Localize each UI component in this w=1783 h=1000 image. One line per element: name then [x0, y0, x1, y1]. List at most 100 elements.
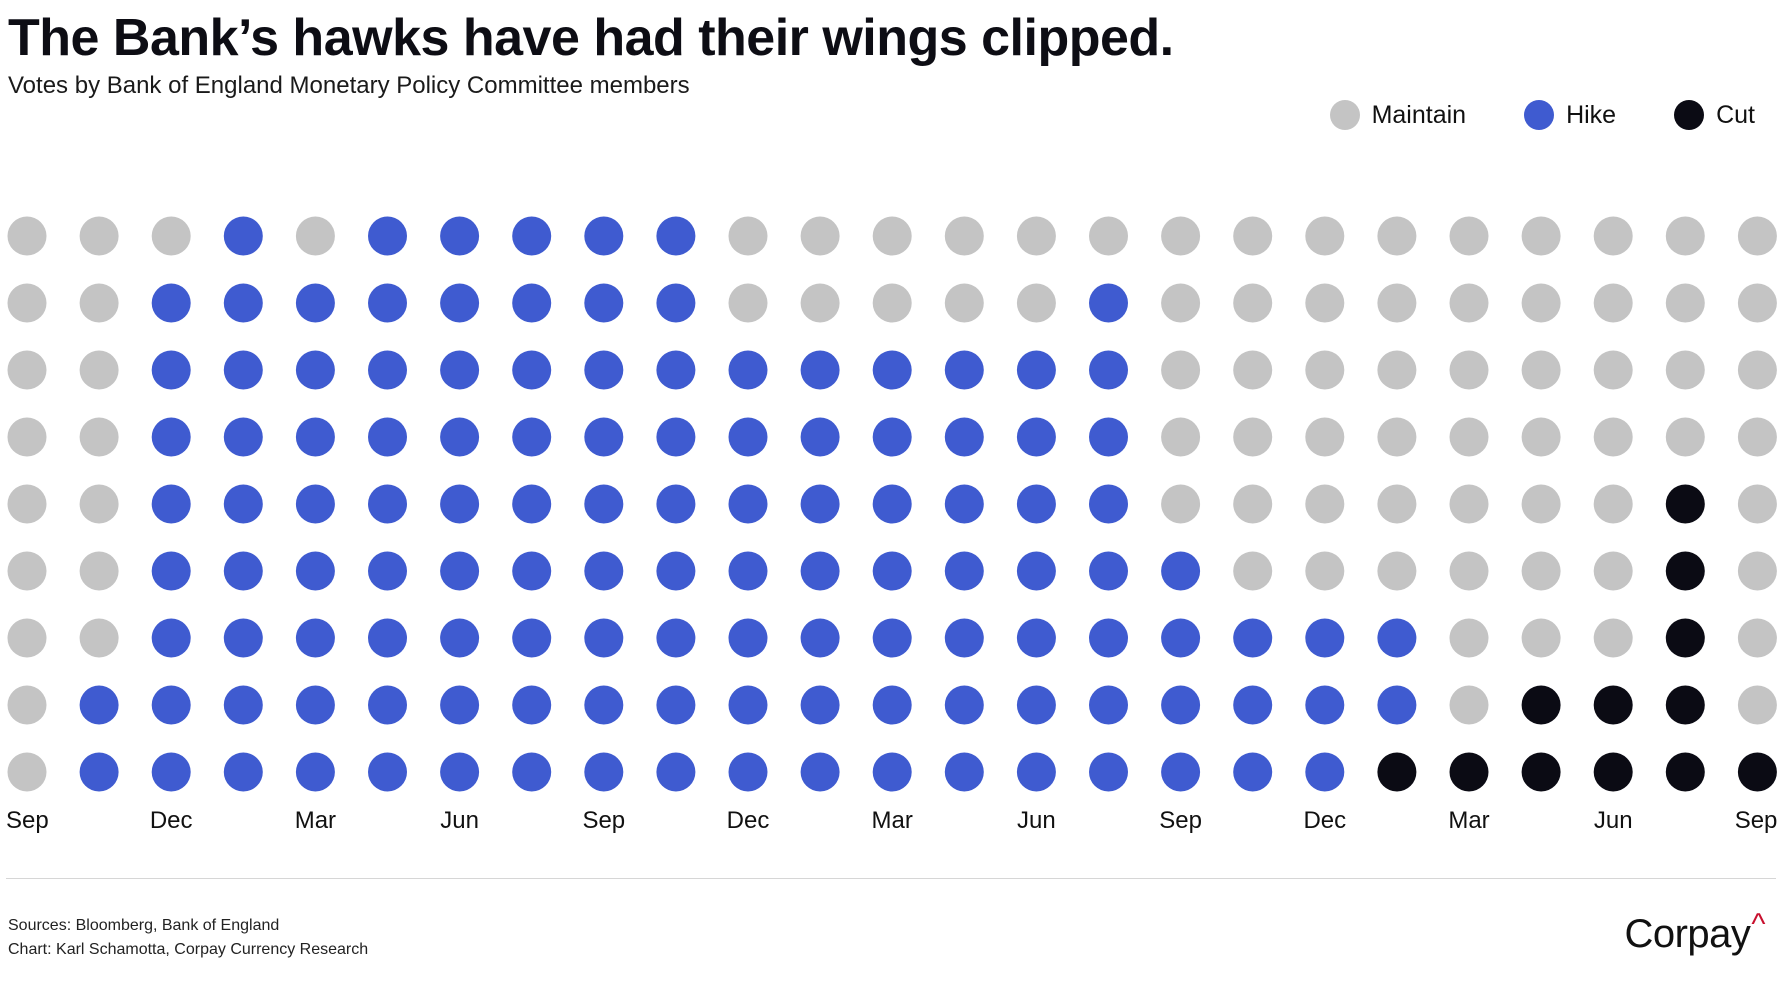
logo-caret: ^: [1751, 908, 1765, 941]
vote-dot-hike: [368, 685, 407, 725]
vote-dot-maintain: [1377, 283, 1417, 323]
vote-dot-hike: [151, 551, 191, 591]
vote-dot-maintain: [1449, 685, 1489, 725]
vote-dot-hike: [656, 417, 696, 457]
vote-dot-hike: [800, 350, 840, 390]
vote-dot-hike: [1016, 752, 1056, 792]
vote-dot-hike: [368, 551, 407, 591]
vote-dot-hike: [512, 283, 552, 323]
vote-dot-hike: [584, 618, 624, 658]
vote-dot-maintain: [1305, 350, 1345, 390]
vote-dot-maintain: [1665, 283, 1705, 323]
vote-dot-hike: [368, 752, 407, 792]
x-tick-label: Dec: [150, 807, 193, 834]
x-tick-label: Sep: [1735, 807, 1778, 834]
vote-dot-hike: [872, 752, 912, 792]
vote-dot-hike: [512, 752, 552, 792]
vote-dot-hike: [440, 350, 480, 390]
vote-dot-hike: [223, 216, 263, 256]
vote-dot-hike: [728, 417, 768, 457]
legend: Maintain Hike Cut: [1272, 100, 1755, 130]
vote-dot-hike: [295, 551, 335, 591]
vote-dot-maintain: [7, 417, 47, 457]
vote-dot-maintain: [79, 350, 119, 390]
vote-dot-maintain: [7, 752, 47, 792]
x-tick-label: Sep: [6, 807, 49, 834]
vote-dot-hike: [1016, 484, 1056, 524]
vote-dot-hike: [944, 417, 984, 457]
vote-dot-hike: [800, 551, 840, 591]
vote-dot-hike: [295, 350, 335, 390]
vote-dot-hike: [944, 350, 984, 390]
vote-dot-maintain: [1305, 484, 1345, 524]
vote-dot-hike: [223, 417, 263, 457]
vote-dot-maintain: [1665, 350, 1705, 390]
vote-dot-hike: [440, 283, 480, 323]
vote-dot-maintain: [1593, 350, 1633, 390]
vote-dot-maintain: [79, 417, 119, 457]
vote-dot-maintain: [1593, 618, 1633, 658]
vote-dot-maintain: [7, 551, 47, 591]
vote-dot-hike: [1161, 752, 1201, 792]
vote-dot-hike: [1305, 618, 1345, 658]
x-tick-label: Sep: [1159, 807, 1202, 834]
vote-dot-maintain: [1377, 417, 1417, 457]
vote-dot-hike: [872, 484, 912, 524]
vote-dot-hike: [728, 752, 768, 792]
vote-dot-maintain: [1665, 417, 1705, 457]
vote-dot-maintain: [1737, 551, 1777, 591]
dot-matrix-chart: Sep Dec Mar Jun Sep Dec Mar Jun Sep Dec Mar Jun Sep: [6, 216, 1778, 834]
vote-dot-maintain: [1233, 350, 1273, 390]
footer-sources: Sources: Bloomberg, Bank of England Char…: [8, 914, 368, 962]
vote-dot-maintain: [7, 350, 47, 390]
vote-dot-maintain: [872, 216, 912, 256]
vote-dot-hike: [512, 685, 552, 725]
vote-dot-hike: [223, 551, 263, 591]
vote-dot-maintain: [79, 283, 119, 323]
vote-dot-hike: [368, 618, 407, 658]
vote-dot-cut: [1377, 752, 1417, 792]
footer-divider: [6, 878, 1776, 879]
vote-dot-hike: [151, 618, 191, 658]
vote-dot-maintain: [1449, 484, 1489, 524]
vote-dot-hike: [800, 685, 840, 725]
legend-item-hike: Hike: [1524, 100, 1616, 130]
vote-dot-maintain: [1161, 484, 1201, 524]
vote-dot-maintain: [1737, 685, 1777, 725]
vote-dot-maintain: [1377, 216, 1417, 256]
chart-title: The Bank’s hawks have had their wings cl…: [8, 9, 1174, 67]
legend-label-hike: Hike: [1566, 100, 1617, 129]
vote-dot-maintain: [7, 618, 47, 658]
vote-dot-maintain: [1737, 618, 1777, 658]
vote-dot-maintain: [7, 484, 47, 524]
vote-dot-maintain: [728, 283, 768, 323]
x-tick-label: Jun: [440, 807, 479, 834]
vote-dot-maintain: [1449, 551, 1489, 591]
vote-dot-hike: [944, 752, 984, 792]
vote-dot-hike: [79, 685, 119, 725]
vote-dot-maintain: [1305, 417, 1345, 457]
vote-dot-hike: [512, 484, 552, 524]
vote-dot-hike: [872, 685, 912, 725]
vote-dot-cut: [1521, 685, 1561, 725]
vote-dot-maintain: [800, 216, 840, 256]
vote-dot-maintain: [1233, 283, 1273, 323]
vote-dot-maintain: [1449, 350, 1489, 390]
sources-text: Sources: Bloomberg, Bank of England: [8, 917, 280, 934]
vote-dot-hike: [728, 484, 768, 524]
vote-dot-hike: [1161, 618, 1201, 658]
vote-dot-hike: [656, 350, 696, 390]
vote-dot-hike: [800, 484, 840, 524]
vote-dot-cut: [1665, 685, 1705, 725]
vote-dot-hike: [1089, 417, 1128, 457]
vote-dot-hike: [295, 618, 335, 658]
vote-dot-maintain: [1593, 551, 1633, 591]
vote-dot-maintain: [1305, 551, 1345, 591]
vote-dot-maintain: [1593, 216, 1633, 256]
vote-dot-hike: [1305, 685, 1345, 725]
x-tick-label: Sep: [582, 807, 625, 834]
vote-dot-cut: [1665, 618, 1705, 658]
vote-dot-hike: [584, 752, 624, 792]
x-tick-label: Mar: [872, 807, 913, 834]
vote-dot-maintain: [79, 484, 119, 524]
